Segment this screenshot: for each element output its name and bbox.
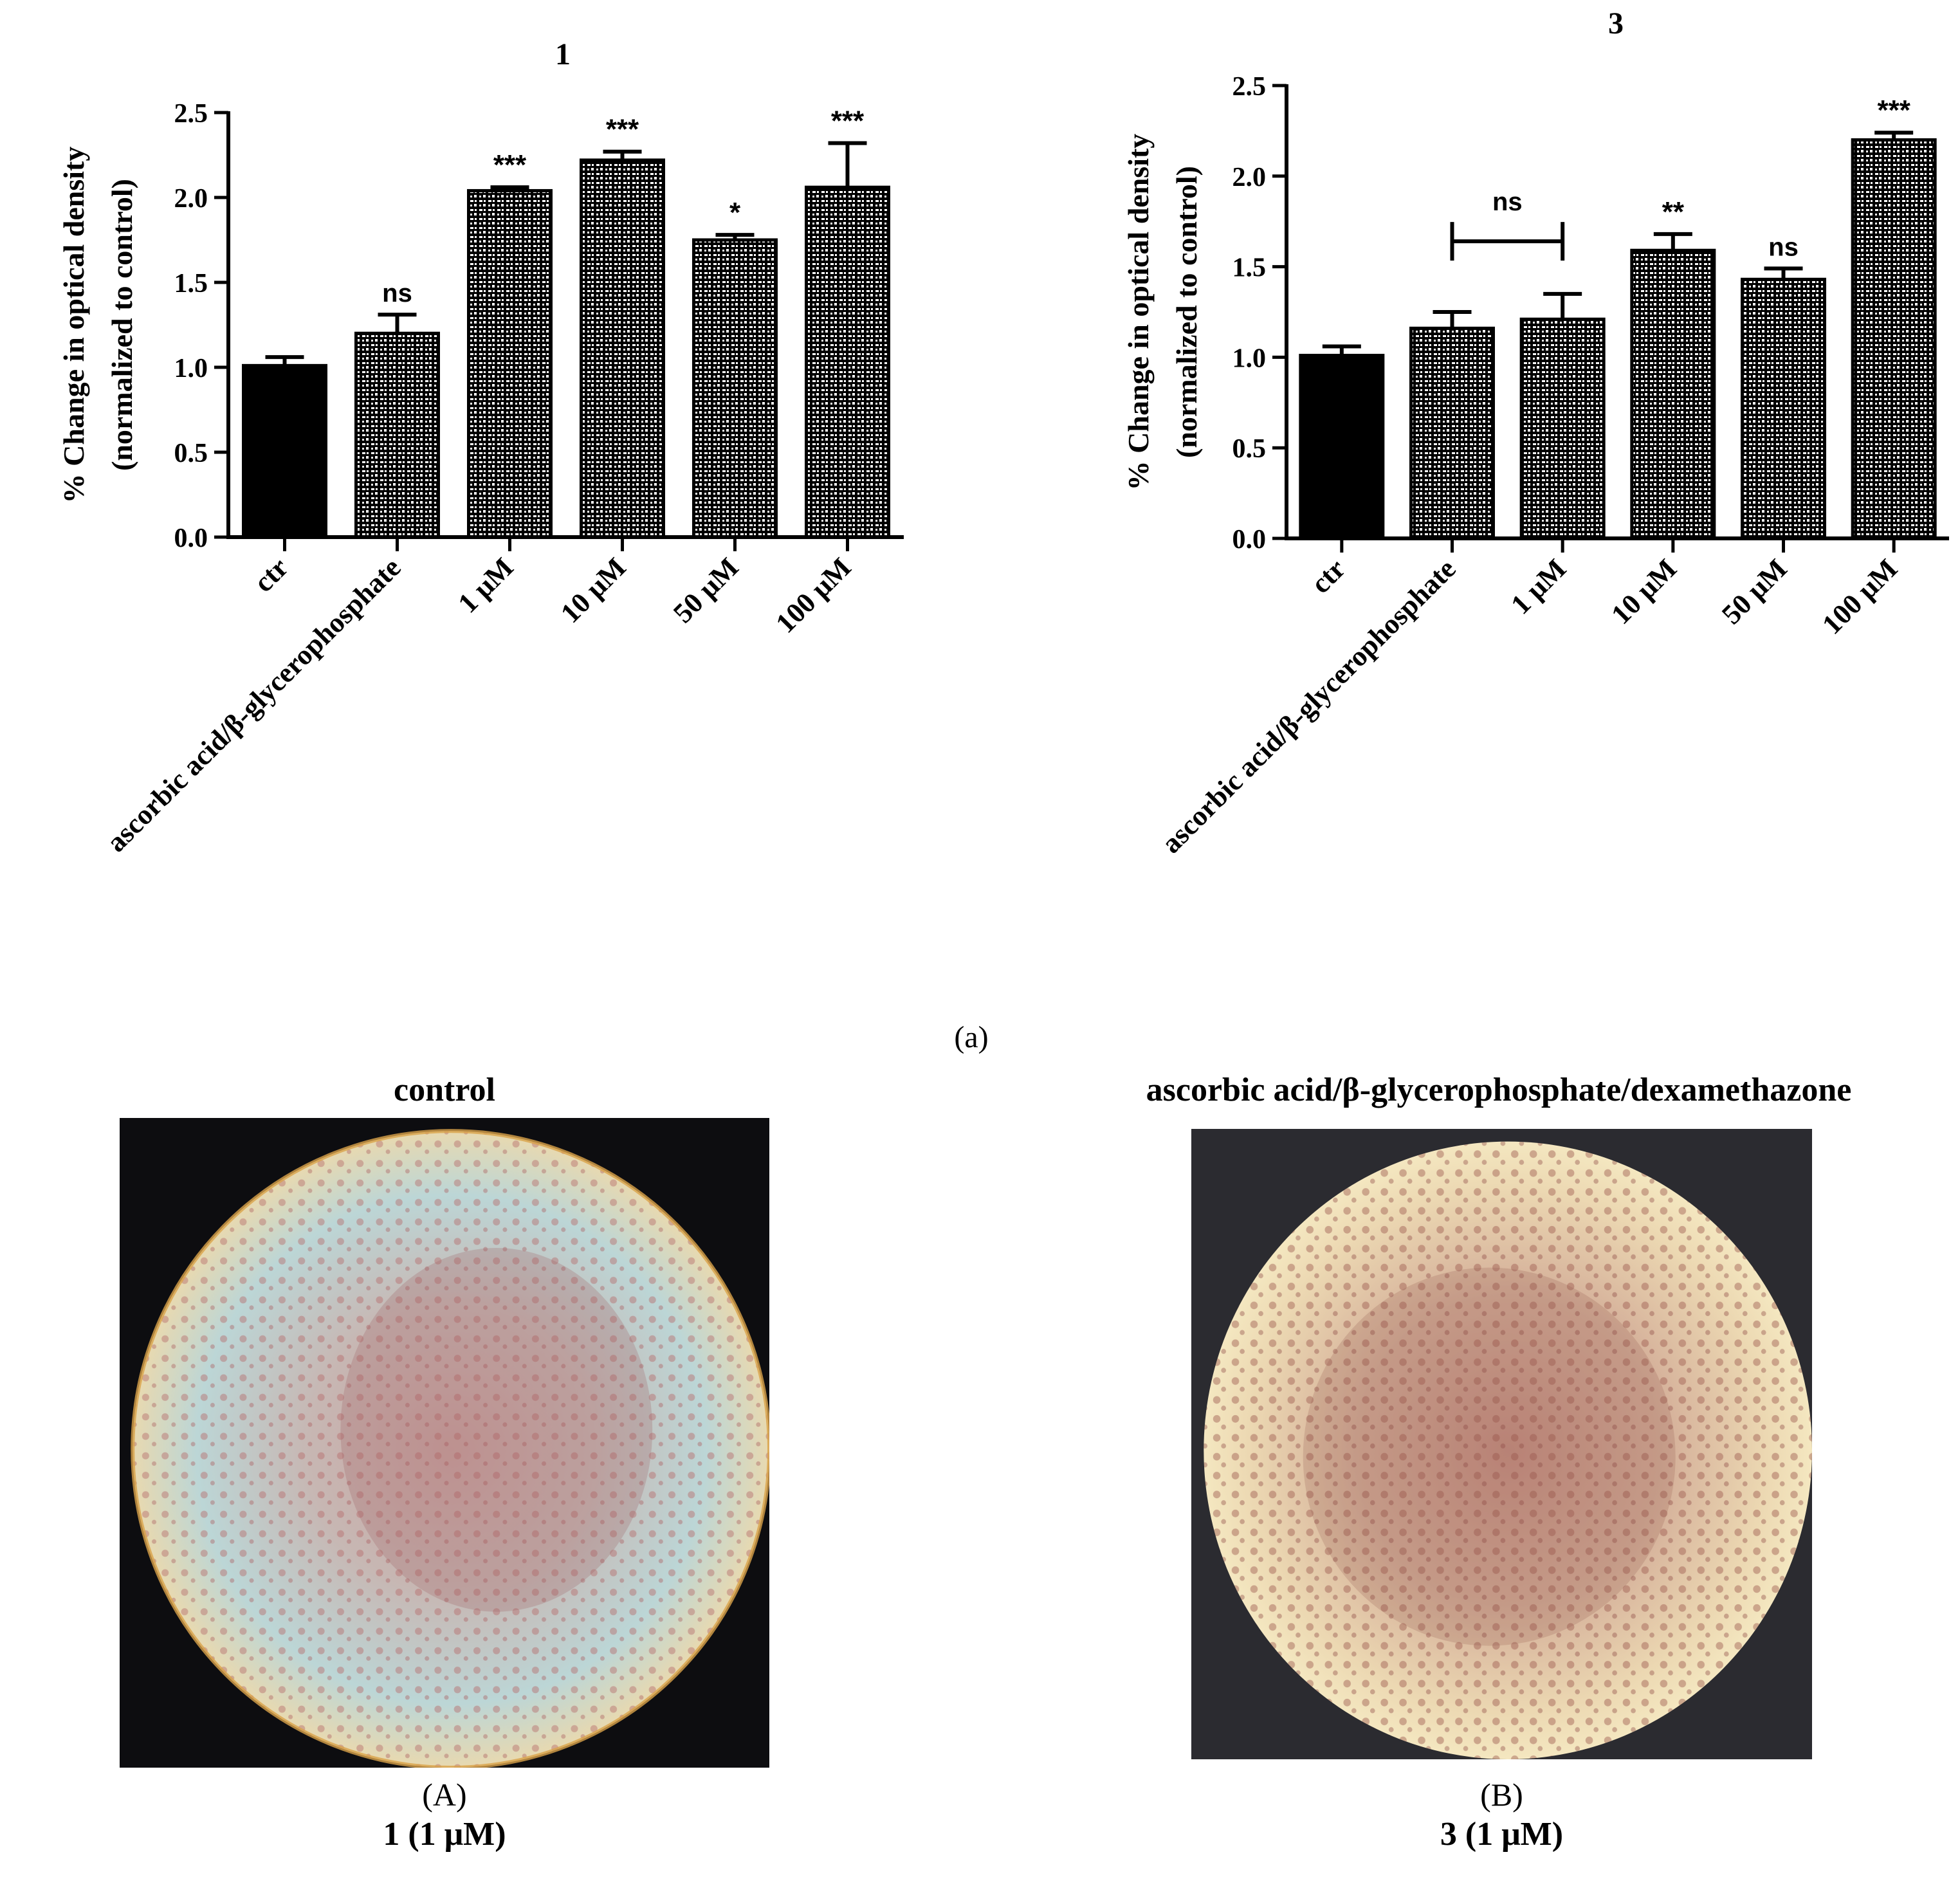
microscope-field-b: [1204, 1141, 1812, 1759]
bar-5: [805, 185, 890, 539]
y-tick-label: 0.0: [1232, 525, 1267, 554]
panel-a-label: (a): [954, 1020, 989, 1054]
y-tick-label: 2.0: [1232, 163, 1267, 192]
bar-4: [1741, 277, 1826, 540]
chart-title: 1: [555, 37, 571, 71]
x-tick-label-5: 100 μM: [769, 551, 857, 639]
micrograph-b-label: (B): [1480, 1777, 1523, 1813]
microscope-field-a: [131, 1129, 769, 1768]
significance-label-4: *: [729, 197, 741, 228]
micrograph-a-caption: (A) 1 (1 μM): [120, 1775, 769, 1855]
x-tick-label-0: ctr: [248, 551, 295, 598]
x-tick-label-1: ascorbic acid/β-glycerophosphate: [100, 551, 407, 858]
bar-1: [354, 331, 440, 539]
micrograph-b-image: [1191, 1129, 1812, 1759]
y-tick-label: 1.5: [174, 269, 208, 298]
x-tick-label-2: 1 μM: [1505, 553, 1572, 620]
significance-label-3: ***: [606, 114, 639, 145]
y-axis-label-line2: (normalized to control): [1170, 166, 1203, 458]
bracket-label: ns: [1492, 188, 1523, 216]
bar-0: [242, 363, 327, 539]
y-tick-label: 2.5: [1232, 72, 1267, 102]
micrograph-a-label: (A): [422, 1777, 467, 1813]
y-tick-label: 0.5: [1232, 434, 1267, 464]
x-tick-label-4: 50 μM: [1716, 553, 1793, 630]
significance-label-4: ns: [1768, 233, 1799, 261]
x-tick-label-4: 50 μM: [667, 551, 745, 629]
bar-charts-panel-a: 1 % Change in optical density (normalized …: [57, 6, 1949, 859]
y-axis-label-line1: % Change in optical density: [57, 147, 90, 504]
bar-1: [1409, 326, 1495, 540]
micrograph-b-compound: 3 (1 μM): [1440, 1816, 1564, 1853]
x-tick-label-0: ctr: [1305, 553, 1351, 600]
bar-4: [692, 238, 778, 539]
y-tick-label: 1.0: [1232, 343, 1267, 373]
bar-0: [1299, 354, 1385, 540]
chart-compound-3: 3 % Change in optical density (normalized …: [1122, 6, 1949, 859]
micrograph-b-title: ascorbic acid/β-glycerophosphate/dexamet…: [1146, 1072, 1852, 1108]
bar-3: [580, 158, 665, 539]
micrograph-a-compound: 1 (1 μM): [383, 1816, 506, 1853]
significance-label-3: **: [1662, 196, 1685, 228]
x-tick-label-1: ascorbic acid/β-glycerophosphate: [1155, 553, 1462, 859]
bar-5: [1851, 138, 1937, 540]
y-tick-label: 2.5: [174, 99, 208, 129]
significance-label-5: ***: [1877, 95, 1910, 126]
significance-label-2: ***: [493, 149, 527, 181]
chart-compound-1: 1 % Change in optical density (normalized …: [57, 37, 904, 858]
x-tick-label-3: 10 μM: [1605, 553, 1683, 630]
micrograph-a-image: [120, 1118, 769, 1768]
y-tick-label: 1.5: [1232, 253, 1267, 283]
bar-3: [1630, 248, 1716, 540]
y-tick-label: 0.0: [174, 524, 208, 553]
chart-title: 3: [1608, 6, 1624, 41]
micrograph-b-caption: (B) 3 (1 μM): [1191, 1775, 1812, 1855]
bar-2: [467, 188, 553, 539]
y-tick-label: 1.0: [174, 354, 208, 383]
y-tick-label: 0.5: [174, 439, 208, 468]
x-tick-label-5: 100 μM: [1816, 553, 1903, 640]
significance-label-5: ***: [831, 105, 865, 137]
micrograph-a-title: control: [394, 1072, 495, 1108]
x-tick-label-2: 1 μM: [452, 551, 520, 619]
y-tick-label: 2.0: [174, 184, 208, 214]
significance-label-1: ns: [382, 279, 412, 307]
y-axis-label-line2: (normalized to control): [105, 179, 138, 471]
y-axis-label-line1: % Change in optical density: [1122, 134, 1155, 491]
bar-2: [1519, 317, 1606, 540]
x-tick-label-3: 10 μM: [554, 551, 632, 629]
